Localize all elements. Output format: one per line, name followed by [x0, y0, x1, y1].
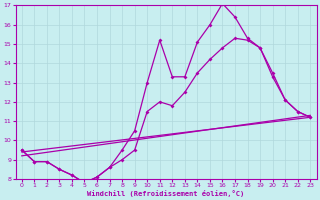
- X-axis label: Windchill (Refroidissement éolien,°C): Windchill (Refroidissement éolien,°C): [87, 190, 245, 197]
